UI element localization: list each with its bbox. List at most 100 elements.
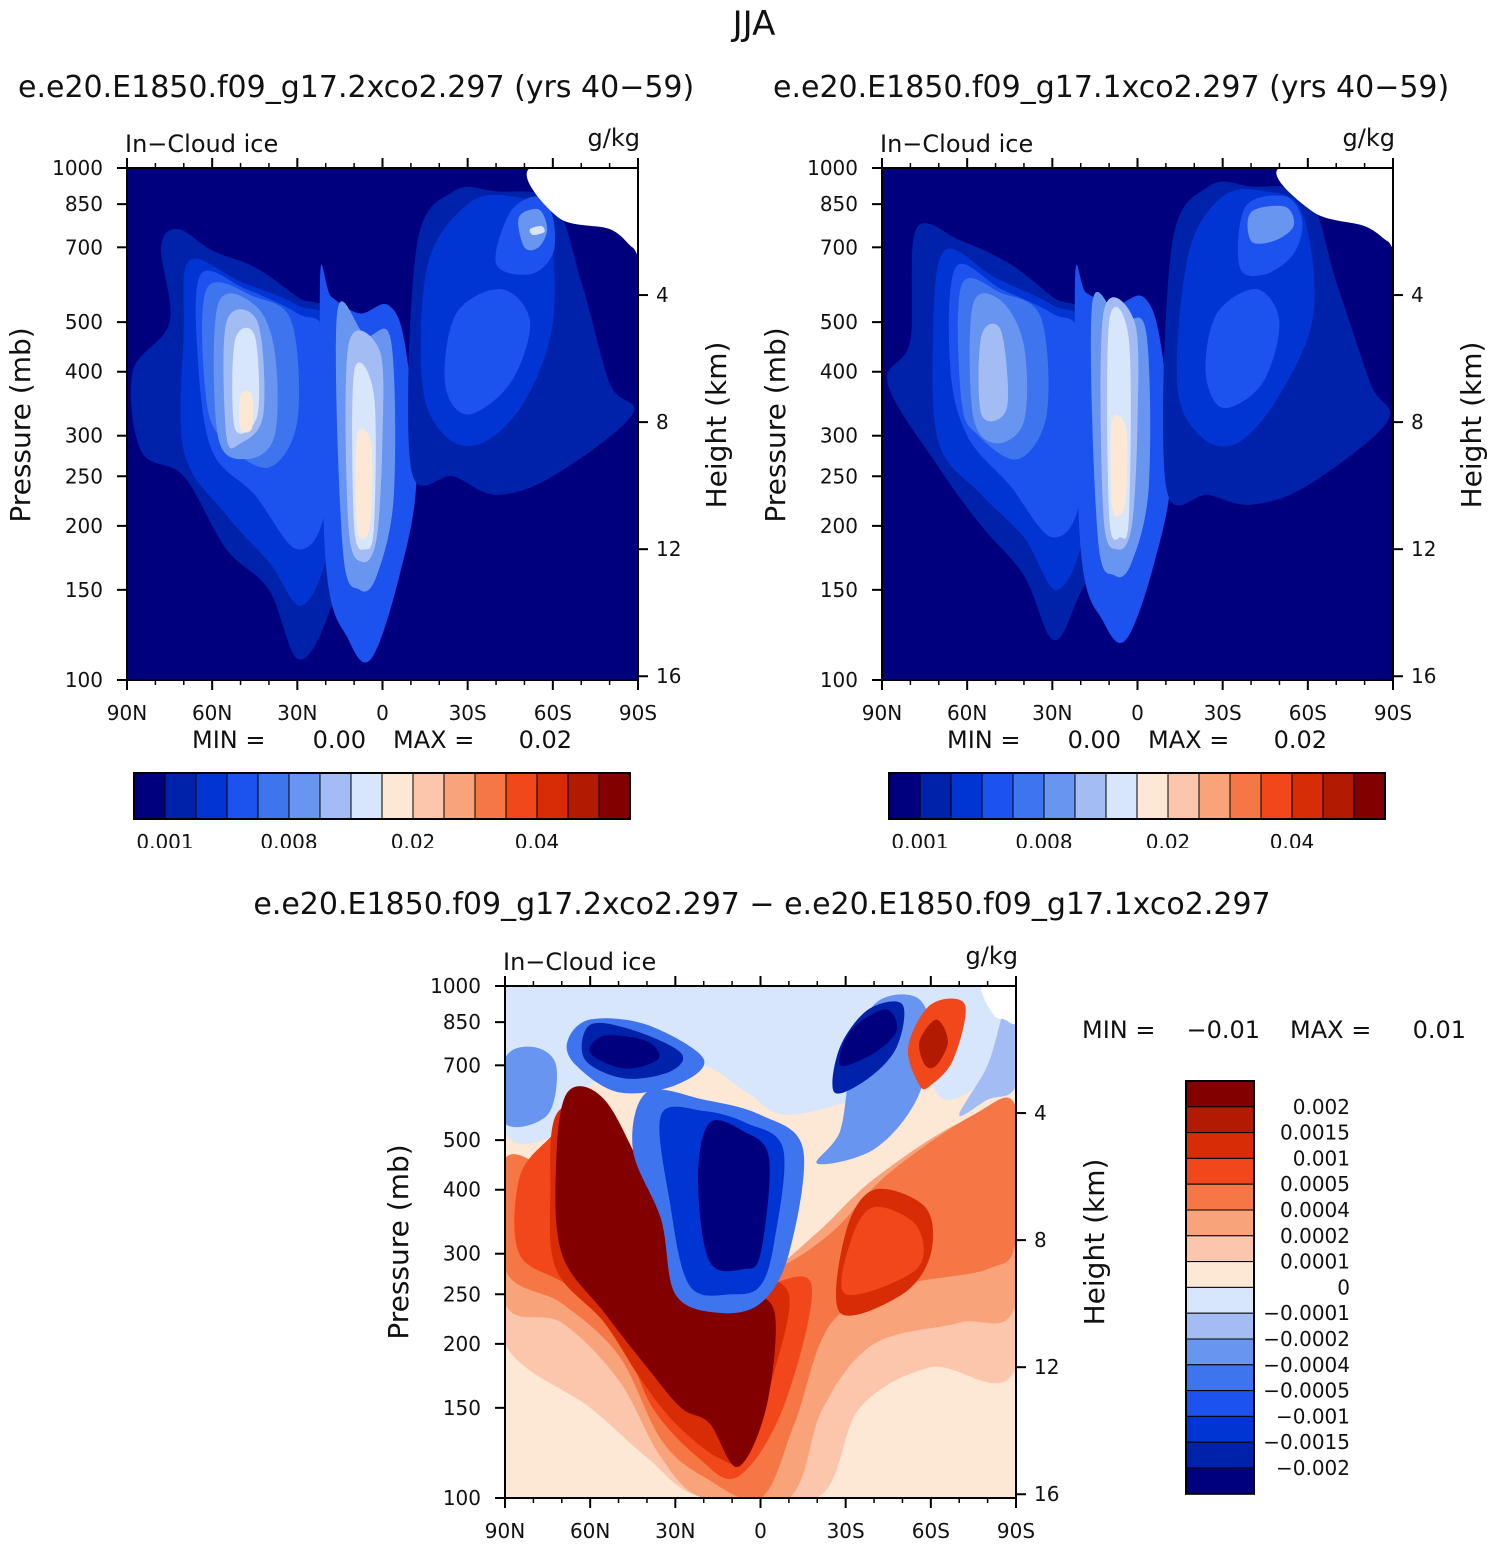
colorbar-swatch (443, 772, 476, 820)
contour-region-15 (444, 288, 531, 415)
panel-b-min-value: 0.00 (1068, 726, 1121, 754)
colorbar-frame (888, 772, 1386, 820)
x-tick-label: 90S (619, 701, 657, 725)
x-tick-label: 30N (655, 1519, 695, 1543)
contour-region-10 (1110, 414, 1128, 517)
colorbar-label: 0.008 (1015, 830, 1072, 848)
x-tick-label: 90N (862, 701, 902, 725)
y-tick-label: 1000 (52, 156, 103, 180)
panel-a-axes: 100 150 200 250 300 400 500 700 850 1000 90N 60N 30N… (52, 156, 681, 725)
colorbar-label: 0.001 (136, 830, 193, 848)
colorbar-swatch (888, 772, 921, 820)
colorbar-label: 0.04 (515, 830, 560, 848)
x-tick-label: 0 (754, 1519, 767, 1543)
y2-tick-label: 4 (1411, 283, 1424, 307)
x-tick-label: 90N (485, 1519, 525, 1543)
panel-diff-min-value: −0.01 (1186, 1016, 1260, 1044)
panel-diff-ylabel: Pressure (mb) (382, 1144, 415, 1339)
y-tick-label: 250 (65, 464, 103, 488)
x-tick-label: 90S (997, 1519, 1035, 1543)
colorbar-label: 0.001 (1293, 1146, 1350, 1170)
y-tick-label: 250 (820, 464, 858, 488)
panel-a-field (127, 168, 638, 680)
panel-diff-y2label: Height (km) (1078, 1159, 1111, 1326)
y2-tick-label: 12 (656, 537, 681, 561)
colorbar-swatch (1105, 772, 1138, 820)
colorbar-label: −0.002 (1276, 1456, 1350, 1480)
panel-b-units-label: g/kg (1343, 124, 1395, 152)
colorbar-swatch (919, 772, 952, 820)
x-tick-label: 60S (912, 1519, 950, 1543)
contour-region-15 (816, 994, 931, 1165)
colorbar-swatch (288, 772, 321, 820)
y2-tick-label: 8 (656, 410, 669, 434)
colorbar-swatch (1260, 772, 1293, 820)
panel-diff-axes: 100 150 200 250 300 400 500 700 850 1000 90N 60N 30N… (430, 974, 1059, 1543)
panel-a-chart: 100 150 200 250 300 400 500 700 850 1000 90N 60N 30N… (4, 124, 733, 848)
colorbar-swatch (1185, 1415, 1255, 1443)
x-tick-label: 60N (947, 701, 987, 725)
figure-title: JJA (732, 4, 776, 44)
y2-tick-label: 12 (1411, 537, 1436, 561)
panel-a-max-label: MAX = (393, 726, 474, 754)
colorbar-swatch (1185, 1235, 1255, 1263)
colorbar-frame (133, 772, 631, 820)
colorbar-swatch (1185, 1261, 1255, 1288)
colorbar-swatch (1012, 772, 1045, 820)
colorbar-swatch (1185, 1390, 1255, 1417)
colorbar-swatch (474, 772, 507, 820)
colorbar-swatch (1185, 1106, 1255, 1134)
colorbar-frame (1185, 1080, 1255, 1495)
panel-diff-min-label: MIN = (1082, 1016, 1155, 1044)
colorbar-label: 0.0005 (1280, 1172, 1350, 1196)
y-tick-label: 850 (65, 192, 103, 216)
colorbar-swatch (536, 772, 569, 820)
diff-title: e.e20.E1850.f09_g17.2xco2.297 − e.e20.E1… (253, 887, 1271, 922)
colorbar-label: 0.0001 (1280, 1250, 1350, 1274)
contour-region-5 (978, 323, 1009, 422)
colorbar-label: −0.0004 (1263, 1353, 1350, 1377)
contour-region-14 (589, 1035, 660, 1069)
colorbar-swatch (350, 772, 383, 820)
panel-a-min-value: 0.00 (313, 726, 366, 754)
panel-a-units-label: g/kg (588, 124, 640, 152)
colorbar-swatch (1185, 1467, 1255, 1495)
panel-b-max-value: 0.02 (1274, 726, 1327, 754)
y-tick-label: 1000 (807, 156, 858, 180)
colorbar-swatch (1185, 1157, 1255, 1185)
panel-b-colorbar: 0.001 0.008 0.02 0.04 (888, 772, 1386, 848)
y-tick-label: 1000 (430, 974, 481, 998)
contour-region-19 (919, 1019, 948, 1069)
colorbar-swatch (1185, 1286, 1255, 1314)
y-tick-label: 400 (443, 1178, 481, 1202)
colorbar-swatch (1322, 772, 1355, 820)
x-tick-label: 30N (1032, 701, 1072, 725)
panel-diff-max-label: MAX = (1290, 1016, 1371, 1044)
y-tick-label: 700 (443, 1053, 481, 1077)
y-tick-label: 100 (65, 668, 103, 692)
colorbar-swatch (1136, 772, 1169, 820)
y-tick-label: 400 (65, 360, 103, 384)
y-tick-label: 200 (820, 514, 858, 538)
colorbar-swatch (950, 772, 983, 820)
colorbar-label: 0.008 (260, 830, 317, 848)
colorbar-label: 0.001 (891, 830, 948, 848)
y-tick-label: 200 (65, 514, 103, 538)
contour-region-15 (1247, 205, 1295, 244)
y2-tick-label: 16 (656, 664, 681, 688)
panel-b-title: e.e20.E1850.f09_g17.1xco2.297 (yrs 40−59… (773, 70, 1450, 105)
colorbar-label: −0.0015 (1263, 1430, 1350, 1454)
panel-a-ylabel: Pressure (mb) (4, 327, 37, 522)
colorbar-swatch (164, 772, 197, 820)
x-tick-label: 0 (376, 701, 389, 725)
panel-diff-units-label: g/kg (966, 942, 1018, 970)
y2-tick-label: 4 (656, 283, 669, 307)
colorbar-swatch (1291, 772, 1324, 820)
colorbar-swatch (1185, 1132, 1255, 1159)
x-tick-label: 90N (107, 701, 147, 725)
colorbar-swatch (412, 772, 445, 820)
x-tick-label: 30N (277, 701, 317, 725)
colorbar-label: 0.04 (1270, 830, 1315, 848)
contour-region-12 (355, 428, 373, 539)
